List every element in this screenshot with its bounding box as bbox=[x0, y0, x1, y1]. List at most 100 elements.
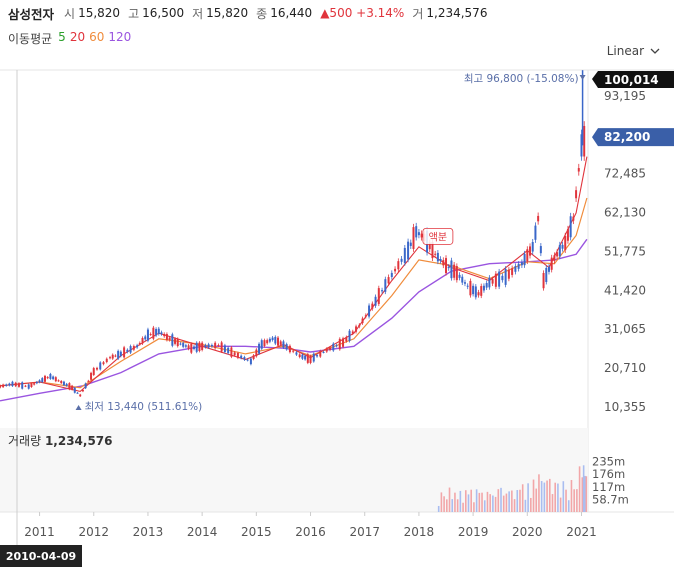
price-candle bbox=[119, 351, 122, 357]
volume-label: 거 bbox=[412, 6, 424, 21]
price-candle bbox=[217, 345, 220, 347]
volume-bar bbox=[524, 499, 527, 512]
price-candle bbox=[5, 384, 8, 386]
price-candle bbox=[387, 277, 390, 284]
volume-bar bbox=[530, 497, 532, 512]
price-candle bbox=[204, 345, 207, 348]
price-candle bbox=[434, 253, 437, 255]
volume-bar bbox=[446, 499, 448, 512]
price-candle bbox=[572, 216, 575, 221]
min-marker bbox=[75, 405, 82, 410]
price-candle bbox=[90, 372, 93, 380]
volume-bar bbox=[475, 489, 478, 512]
price-candle bbox=[455, 266, 458, 281]
ma5-legend: 5 bbox=[58, 30, 66, 44]
price-candle bbox=[507, 269, 510, 279]
volume-bar bbox=[567, 500, 570, 512]
price-candle bbox=[109, 357, 112, 359]
x-tick-label: 2021 bbox=[566, 525, 597, 539]
price-candle bbox=[81, 389, 84, 392]
price-candle bbox=[102, 362, 105, 365]
volume-bar bbox=[483, 500, 486, 512]
price-candle bbox=[277, 337, 280, 346]
price-candle bbox=[271, 337, 274, 341]
volume-tick-label: 235m bbox=[592, 454, 625, 468]
moving-average-legend[interactable]: 이동평균 5 20 60 120 bbox=[8, 30, 131, 47]
price-candle bbox=[556, 252, 559, 257]
price-candle bbox=[279, 341, 282, 345]
price-candle bbox=[295, 352, 298, 355]
price-candle bbox=[141, 337, 144, 344]
scale-dropdown[interactable]: Linear bbox=[607, 44, 660, 58]
volume-bar bbox=[448, 487, 451, 512]
price-candle bbox=[263, 340, 266, 346]
y-tick-label: 72,485 bbox=[604, 167, 646, 181]
price-candle bbox=[176, 338, 179, 347]
event-label: 액분 bbox=[429, 231, 447, 243]
price-candle bbox=[111, 354, 114, 359]
price-candle bbox=[517, 263, 520, 269]
volume-bar bbox=[470, 489, 472, 512]
price-candle bbox=[523, 253, 526, 266]
volume-bar bbox=[500, 487, 502, 512]
price-candle bbox=[498, 271, 501, 287]
price-candle bbox=[381, 290, 384, 292]
volume-bar bbox=[516, 490, 519, 512]
price-candle bbox=[195, 342, 198, 352]
price-candle bbox=[126, 349, 129, 352]
price-candle bbox=[220, 342, 223, 352]
volume-bar bbox=[532, 479, 535, 512]
price-candle bbox=[152, 327, 155, 339]
price-candle bbox=[469, 280, 472, 296]
price-candle bbox=[52, 376, 55, 380]
volume-bar bbox=[573, 489, 575, 512]
volume-bar bbox=[576, 489, 578, 512]
price-candle bbox=[68, 383, 71, 390]
price-candle bbox=[117, 350, 120, 359]
price-candle bbox=[144, 336, 147, 340]
volume-bar bbox=[527, 483, 529, 512]
max-price-tag bbox=[592, 71, 674, 88]
price-candle bbox=[431, 242, 434, 259]
y-tick-label: 20,710 bbox=[604, 361, 646, 375]
price-candle bbox=[577, 168, 580, 172]
ma20-legend: 20 bbox=[69, 30, 86, 44]
min-annotation: 최저 13,440 (511.61%) bbox=[85, 401, 203, 413]
price-candle bbox=[374, 296, 377, 306]
price-candle bbox=[537, 215, 540, 222]
price-candle bbox=[236, 352, 239, 358]
volume-bar bbox=[535, 488, 538, 512]
volume-bar bbox=[478, 492, 481, 512]
price-candle bbox=[377, 288, 380, 304]
price-candle bbox=[322, 351, 325, 353]
price-candle bbox=[511, 268, 514, 275]
price-candle bbox=[132, 345, 135, 350]
price-candle bbox=[233, 352, 236, 356]
price-candle bbox=[163, 333, 166, 337]
open-value: 15,820 bbox=[78, 6, 121, 20]
price-candle bbox=[38, 380, 41, 383]
x-tick-label: 2018 bbox=[404, 525, 435, 539]
volume-bar bbox=[492, 495, 494, 512]
price-candle bbox=[501, 275, 504, 281]
price-candle bbox=[249, 358, 252, 365]
price-candle bbox=[439, 258, 442, 261]
price-candle bbox=[21, 382, 24, 389]
volume-tick-label: 176m bbox=[592, 467, 625, 481]
price-candle bbox=[428, 242, 431, 250]
volume-bar bbox=[440, 492, 443, 512]
price-candle bbox=[400, 258, 403, 262]
price-candle bbox=[361, 318, 364, 324]
price-candle bbox=[146, 329, 149, 341]
price-candle bbox=[474, 286, 477, 298]
price-candle bbox=[397, 261, 400, 270]
price-candle bbox=[312, 353, 315, 362]
volume-bar bbox=[459, 490, 462, 512]
price-candle bbox=[243, 357, 246, 360]
price-candle bbox=[561, 244, 564, 249]
volume-bar bbox=[551, 494, 554, 512]
price-candle bbox=[292, 350, 295, 352]
volume-bar bbox=[451, 499, 454, 512]
price-candle bbox=[472, 285, 475, 295]
